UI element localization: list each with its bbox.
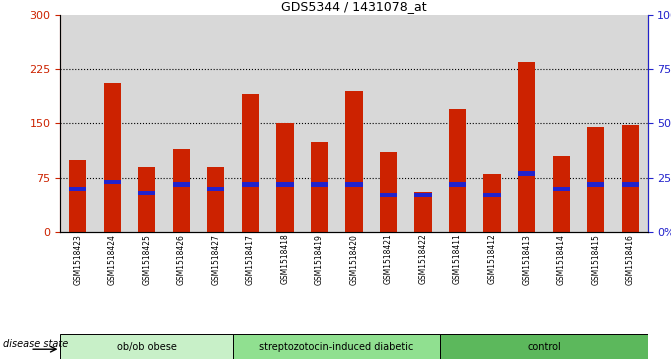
Bar <box>268 15 302 232</box>
Bar <box>449 182 466 187</box>
Bar <box>95 15 130 232</box>
Bar <box>207 167 224 232</box>
Bar <box>337 15 371 232</box>
Bar <box>380 152 397 232</box>
Bar <box>311 182 328 187</box>
Bar <box>346 182 362 187</box>
Bar <box>276 182 293 187</box>
Bar <box>440 15 475 232</box>
Bar <box>311 142 328 232</box>
Bar <box>578 15 613 232</box>
Bar <box>621 182 639 187</box>
Bar <box>207 187 224 191</box>
Bar <box>544 15 578 232</box>
Bar <box>276 123 293 232</box>
Bar <box>484 174 501 232</box>
Bar <box>621 125 639 232</box>
Bar <box>69 187 87 191</box>
Bar <box>69 160 87 232</box>
Title: GDS5344 / 1431078_at: GDS5344 / 1431078_at <box>281 0 427 13</box>
Bar <box>103 180 121 184</box>
Text: disease state: disease state <box>3 339 68 349</box>
Bar <box>475 15 509 232</box>
Bar <box>164 15 199 232</box>
Bar <box>346 91 362 232</box>
Bar <box>233 334 440 359</box>
Bar <box>103 83 121 232</box>
Bar <box>509 15 544 232</box>
Bar <box>587 127 605 232</box>
Bar <box>613 15 648 232</box>
Bar <box>172 149 190 232</box>
Bar <box>440 334 648 359</box>
Bar <box>552 187 570 191</box>
Text: ob/ob obese: ob/ob obese <box>117 342 176 352</box>
Bar <box>60 15 95 232</box>
Bar <box>371 15 406 232</box>
Bar <box>518 62 535 232</box>
Bar <box>138 191 156 195</box>
Bar <box>415 192 431 232</box>
Bar <box>172 182 190 187</box>
Bar <box>518 171 535 176</box>
Bar <box>130 15 164 232</box>
Bar <box>449 109 466 232</box>
Bar <box>484 193 501 197</box>
Bar <box>302 15 337 232</box>
Bar <box>138 167 156 232</box>
Bar <box>406 15 440 232</box>
Bar <box>587 182 605 187</box>
Bar <box>60 334 233 359</box>
Bar <box>242 182 259 187</box>
Bar <box>415 193 431 197</box>
Bar <box>233 15 268 232</box>
Bar <box>552 156 570 232</box>
Text: control: control <box>527 342 561 352</box>
Bar <box>242 94 259 232</box>
Bar <box>199 15 233 232</box>
Bar <box>380 193 397 197</box>
Text: streptozotocin-induced diabetic: streptozotocin-induced diabetic <box>260 342 414 352</box>
